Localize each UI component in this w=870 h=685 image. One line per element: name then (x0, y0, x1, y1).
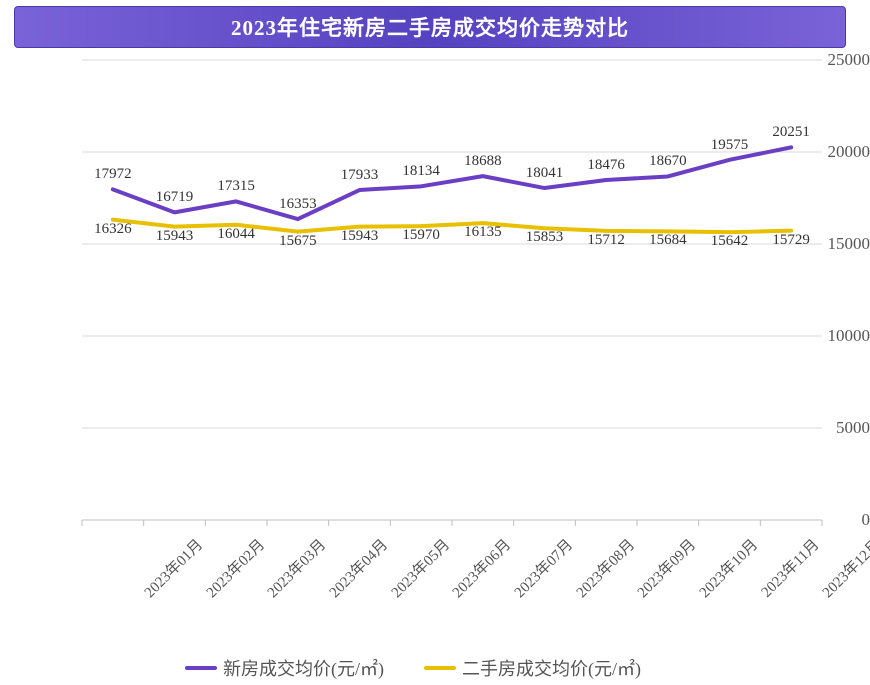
y-tick-label: 25000 (792, 50, 870, 70)
data-label: 17972 (94, 166, 132, 183)
legend-swatch (185, 666, 217, 670)
y-tick-label: 10000 (792, 326, 870, 346)
y-tick-label: 0 (792, 510, 870, 530)
data-label: 18134 (402, 163, 440, 180)
legend-item: 新房成交均价(元/㎡) (185, 655, 384, 681)
data-label: 15943 (341, 228, 379, 245)
data-label: 18688 (464, 153, 502, 170)
data-label: 20251 (772, 124, 810, 141)
data-label: 15729 (772, 232, 810, 249)
line-chart: 2023年住宅新房二手房成交均价走势对比 0500010000150002000… (0, 0, 870, 685)
data-label: 19575 (711, 137, 749, 154)
data-label: 18476 (587, 157, 625, 174)
plot-svg (0, 0, 870, 685)
y-tick-label: 5000 (792, 418, 870, 438)
legend-label: 二手房成交均价(元/㎡) (462, 655, 641, 681)
data-label: 17315 (217, 178, 255, 195)
data-label: 16353 (279, 196, 317, 213)
data-label: 18041 (526, 165, 564, 182)
legend-label: 新房成交均价(元/㎡) (223, 655, 384, 681)
data-label: 15712 (587, 232, 625, 249)
data-label: 17933 (341, 167, 379, 184)
data-label: 15970 (402, 227, 440, 244)
y-tick-label: 20000 (792, 142, 870, 162)
legend: 新房成交均价(元/㎡) 二手房成交均价(元/㎡) (185, 655, 641, 681)
data-label: 15943 (156, 228, 194, 245)
legend-item: 二手房成交均价(元/㎡) (424, 655, 641, 681)
data-label: 16135 (464, 224, 502, 241)
data-label: 16326 (94, 221, 132, 238)
data-label: 15642 (711, 233, 749, 250)
legend-swatch (424, 666, 456, 670)
data-label: 15853 (526, 229, 564, 246)
data-label: 16719 (156, 189, 194, 206)
data-label: 16044 (217, 226, 255, 243)
data-label: 18670 (649, 153, 687, 170)
data-label: 15675 (279, 233, 317, 250)
data-label: 15684 (649, 232, 687, 249)
